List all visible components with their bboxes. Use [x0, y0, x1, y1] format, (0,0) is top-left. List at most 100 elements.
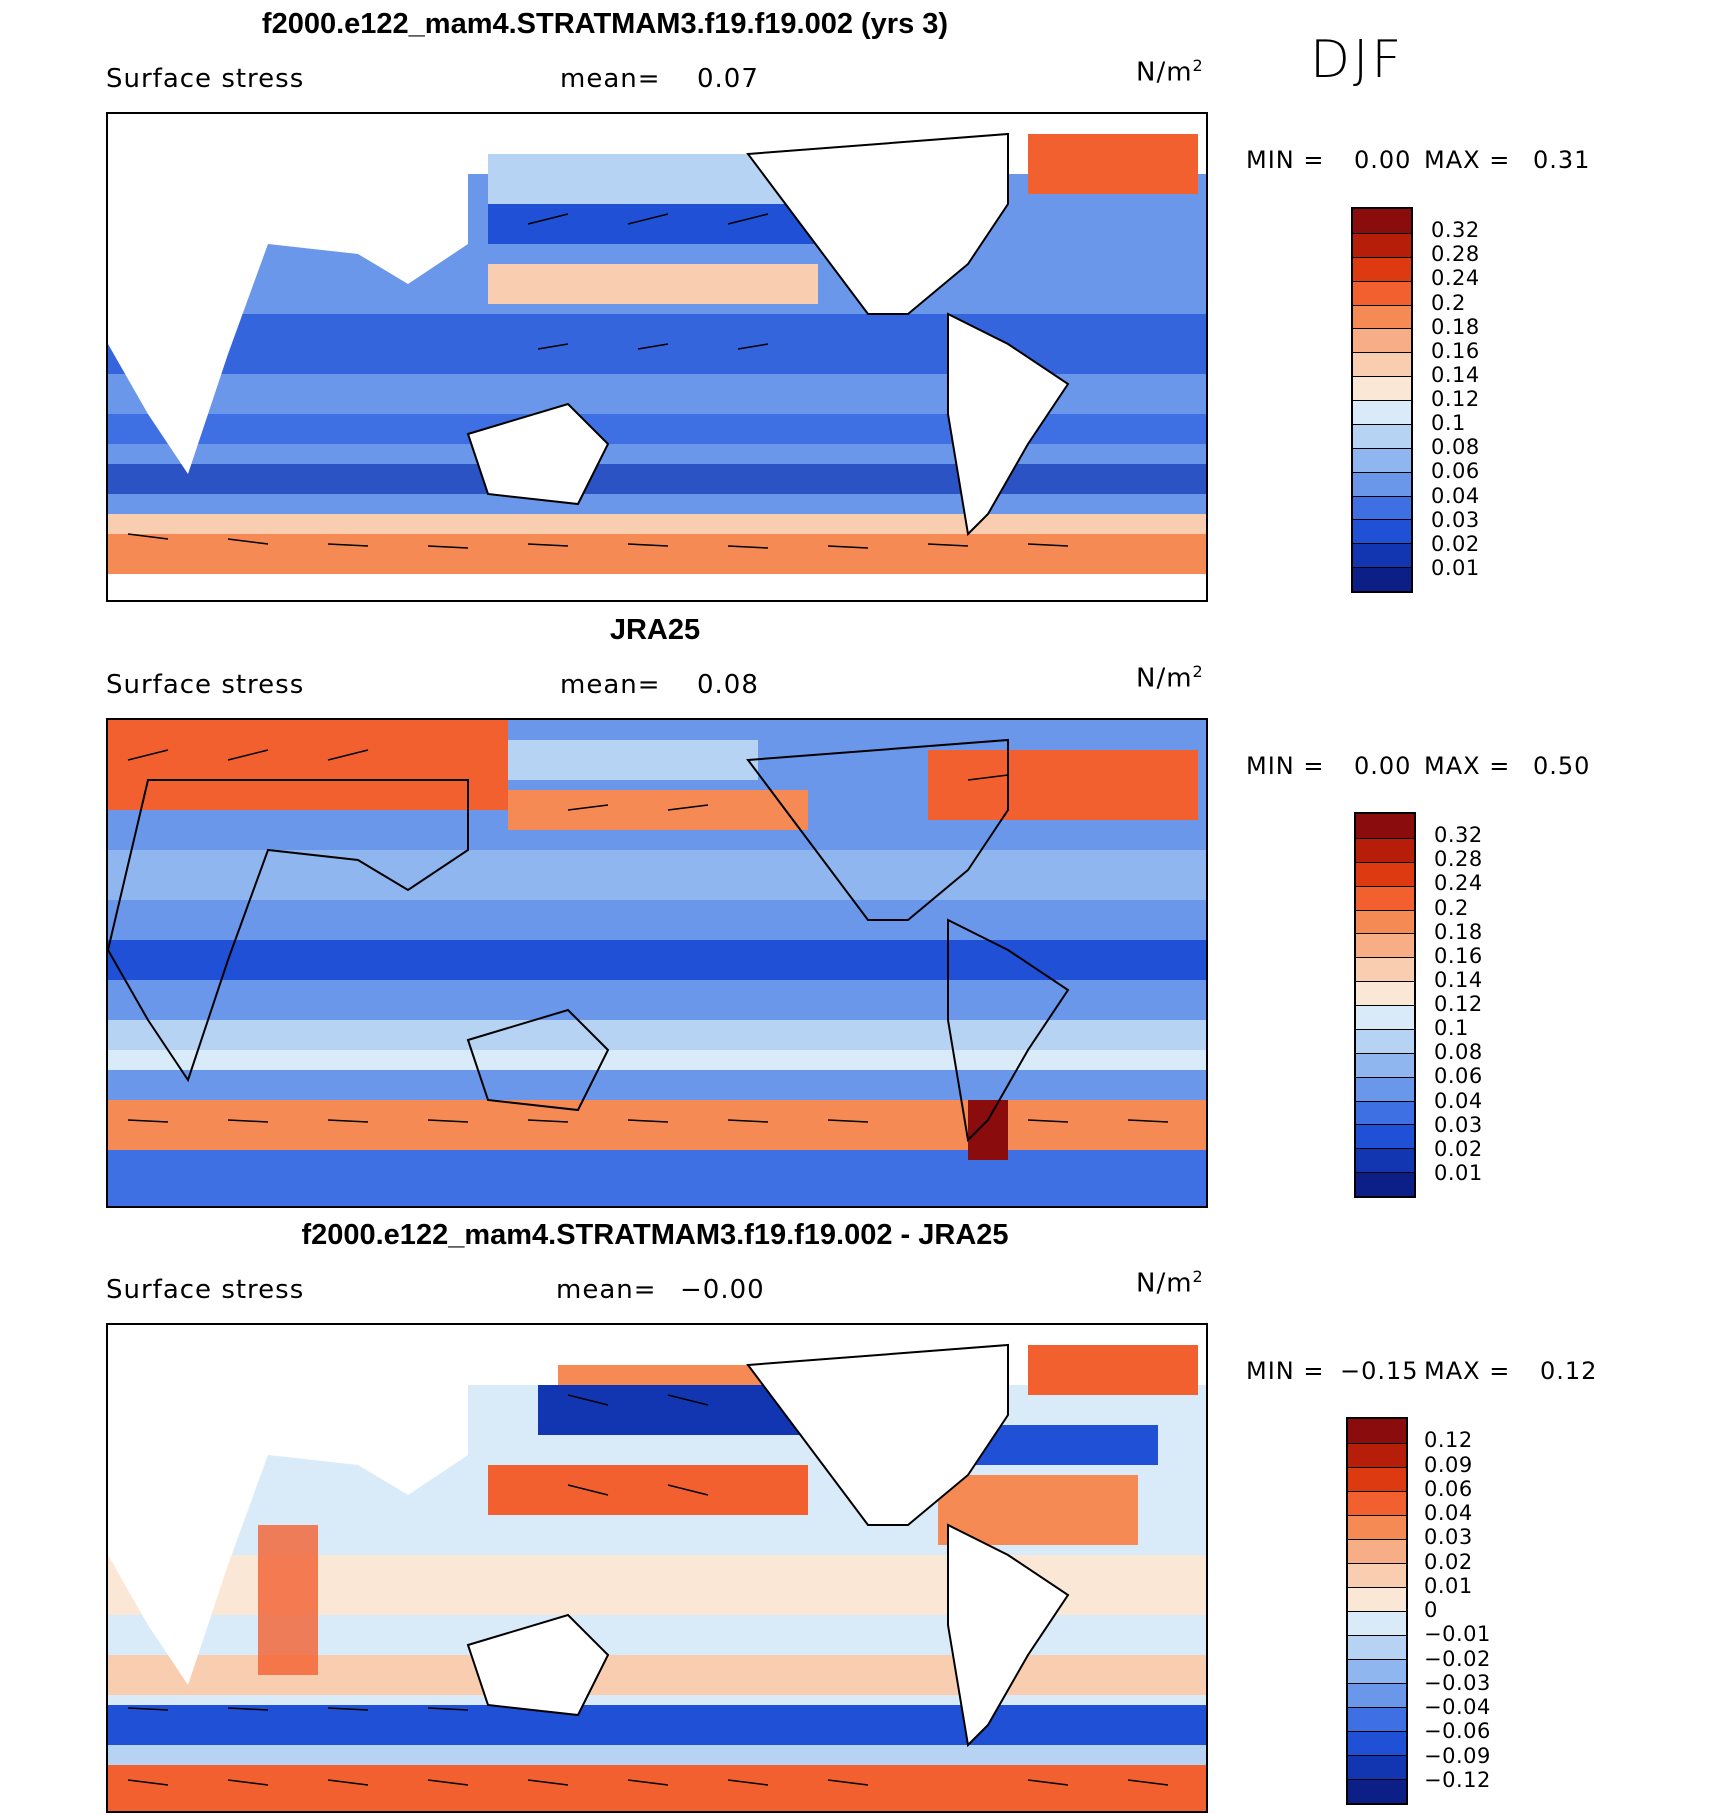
colorbar-tick-label: 0.32: [1434, 823, 1483, 848]
colorbar-swatch: [1353, 543, 1411, 568]
colorbar-tick-label: 0.16: [1431, 338, 1480, 363]
colorbar-tick-label: −0.06: [1424, 1719, 1491, 1744]
panel-2-units: N/m2: [1136, 662, 1204, 694]
colorbar-tick-label: 0.03: [1434, 1112, 1483, 1137]
panel-3-colorbar: [1346, 1417, 1408, 1805]
panel-1-units: N/m2: [1136, 56, 1204, 88]
colorbar-tick-label: 0.02: [1431, 531, 1480, 556]
colorbar-tick-label: −0.03: [1424, 1670, 1491, 1695]
colorbar-tick-label: 0.2: [1434, 895, 1469, 920]
colorbar-tick-label: 0.14: [1434, 967, 1483, 992]
panel-1-min-value: 0.00: [1354, 146, 1412, 174]
colorbar-swatch: [1356, 1005, 1414, 1029]
panel-1-map: [106, 112, 1208, 602]
units-exponent: 2: [1192, 56, 1204, 75]
colorbar-tick-label: 0.18: [1431, 314, 1480, 339]
panel-1-max-value: 0.31: [1533, 146, 1591, 174]
colorbar-tick-label: 0.09: [1424, 1452, 1473, 1477]
colorbar-swatch: [1348, 1731, 1406, 1755]
colorbar-tick-label: 0.14: [1431, 362, 1480, 387]
colorbar-swatch: [1353, 423, 1411, 448]
colorbar-tick-label: 0.32: [1431, 218, 1480, 243]
colorbar-swatch: [1353, 447, 1411, 472]
panel-3-min-label: MIN =: [1246, 1357, 1325, 1385]
colorbar-swatch: [1356, 1172, 1414, 1196]
colorbar-swatch: [1348, 1659, 1406, 1683]
colorbar-swatch: [1356, 981, 1414, 1005]
colorbar-swatch: [1348, 1587, 1406, 1611]
colorbar-swatch: [1356, 861, 1414, 886]
season-label: DJF: [1310, 30, 1405, 90]
colorbar-tick-label: 0.01: [1424, 1573, 1473, 1598]
panel-2-min-label: MIN =: [1246, 752, 1325, 780]
colorbar-swatch: [1356, 1028, 1414, 1053]
colorbar-tick-label: 0.02: [1424, 1549, 1473, 1574]
panel-3-mean-value: −0.00: [680, 1275, 765, 1305]
colorbar-tick-label: 0.2: [1431, 290, 1466, 315]
colorbar-swatch: [1356, 1100, 1414, 1125]
panel-1-variable: Surface stress: [106, 64, 305, 94]
colorbar-swatch: [1348, 1635, 1406, 1659]
colorbar-tick-label: 0.01: [1431, 555, 1480, 580]
colorbar-swatch: [1356, 1076, 1414, 1101]
panel-3-colorbar-labels: 0.12 0.09 0.06 0.04 0.03 0.02 0.01 0 −0.01 −0.02−…: [1424, 1417, 1554, 1805]
colorbar-swatch: [1356, 1124, 1414, 1149]
colorbar-swatch: [1353, 400, 1411, 424]
panel-1-colorbar: [1351, 207, 1413, 593]
colorbar-swatch: [1348, 1419, 1406, 1443]
colorbar-tick-label: 0.04: [1431, 483, 1480, 508]
panel-1-mean-value: 0.07: [697, 64, 759, 94]
panel-3-map: [106, 1323, 1208, 1813]
colorbar-tick-label: 0.06: [1431, 459, 1480, 484]
colorbar-tick-label: 0.16: [1434, 943, 1483, 968]
colorbar-swatch: [1356, 814, 1414, 838]
colorbar-swatch: [1353, 495, 1411, 520]
colorbar-tick-label: 0.24: [1431, 266, 1480, 291]
colorbar-swatch: [1348, 1491, 1406, 1515]
colorbar-swatch: [1348, 1611, 1406, 1635]
colorbar-swatch: [1348, 1515, 1406, 1539]
panel-2-max-value: 0.50: [1533, 752, 1591, 780]
colorbar-swatch: [1356, 933, 1414, 958]
colorbar-swatch: [1356, 837, 1414, 862]
colorbar-swatch: [1356, 885, 1414, 910]
colorbar-tick-label: 0.08: [1434, 1040, 1483, 1065]
colorbar-swatch: [1348, 1707, 1406, 1731]
colorbar-swatch: [1348, 1539, 1406, 1563]
colorbar-tick-label: 0.06: [1424, 1476, 1473, 1501]
colorbar-tick-label: 0.04: [1424, 1501, 1473, 1525]
panel-2-colorbar: [1354, 812, 1416, 1198]
colorbar-swatch: [1353, 304, 1411, 329]
colorbar-tick-label: 0.12: [1424, 1428, 1473, 1453]
colorbar-tick-label: 0.01: [1434, 1160, 1483, 1185]
colorbar-tick-label: −0.09: [1424, 1743, 1491, 1768]
panel-2-variable: Surface stress: [106, 670, 305, 700]
colorbar-swatch: [1356, 957, 1414, 982]
colorbar-swatch: [1348, 1467, 1406, 1491]
panel-3-units: N/m2: [1136, 1267, 1204, 1299]
colorbar-tick-label: 0.06: [1434, 1064, 1483, 1089]
panel-1-title: f2000.e122_mam4.STRATMAM3.f19.f19.002 (y…: [261, 8, 949, 40]
colorbar-tick-label: 0.03: [1424, 1525, 1473, 1550]
panel-2-title: JRA25: [609, 614, 701, 646]
panel-2-min-value: 0.00: [1354, 752, 1412, 780]
colorbar-swatch: [1353, 376, 1411, 400]
colorbar-swatch: [1356, 1148, 1414, 1173]
panel-3-max-value: 0.12: [1540, 1357, 1598, 1385]
panel-3-mean-label: mean=: [556, 1275, 657, 1305]
colorbar-tick-label: −0.01: [1424, 1622, 1491, 1647]
colorbar-swatch: [1353, 232, 1411, 257]
colorbar-tick-label: −0.02: [1424, 1646, 1491, 1671]
colorbar-swatch: [1353, 471, 1411, 496]
colorbar-tick-label: 0.03: [1431, 507, 1480, 532]
panel-2-colorbar-labels: 0.32 0.28 0.24 0.2 0.18 0.16 0.14 0.12 0.1 0.08 0.…: [1434, 812, 1554, 1198]
colorbar-swatch: [1348, 1683, 1406, 1707]
colorbar-tick-label: 0.18: [1434, 919, 1483, 944]
panel-2-map-plot: [108, 720, 1206, 1206]
panel-3-map-plot: [108, 1325, 1206, 1811]
colorbar-swatch: [1353, 280, 1411, 305]
colorbar-tick-label: −0.04: [1424, 1695, 1491, 1719]
colorbar-tick-label: 0.12: [1431, 387, 1480, 411]
colorbar-tick-label: 0.12: [1434, 992, 1483, 1016]
panel-2-max-label: MAX =: [1424, 752, 1511, 780]
